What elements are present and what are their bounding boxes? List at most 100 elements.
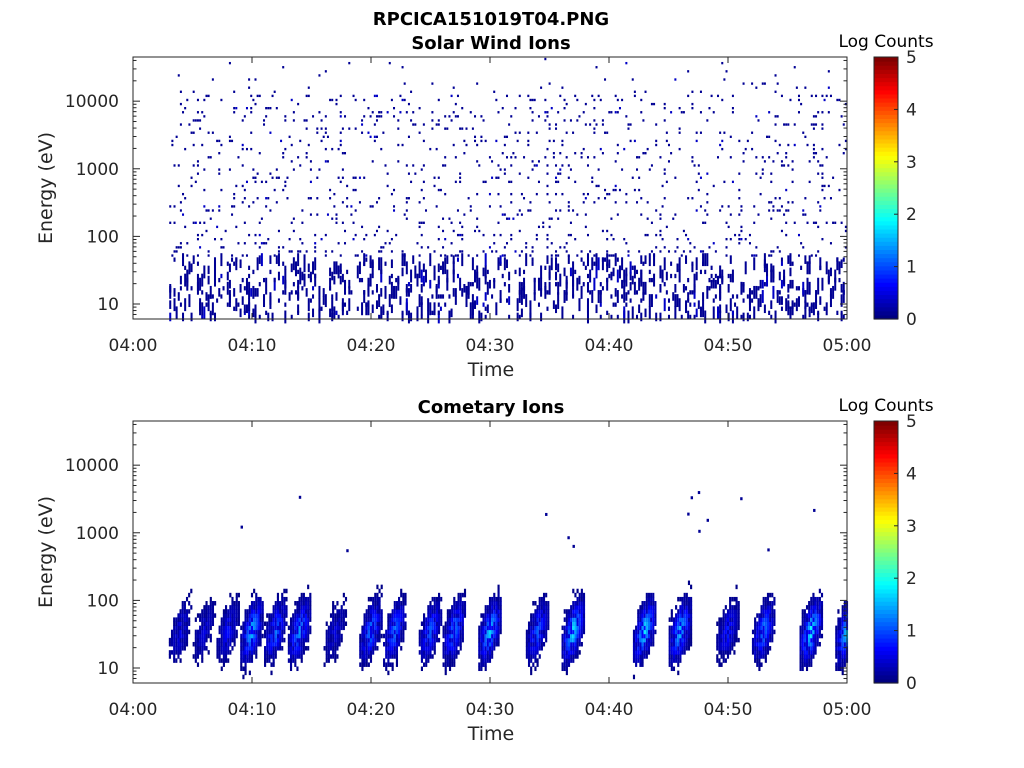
heatmap-cell [827,86,830,89]
heatmap-cell [681,609,684,614]
heatmap-cell [211,131,214,134]
heatmap-cell [505,298,509,303]
heatmap-cell [627,310,630,324]
heatmap-cell [211,601,215,606]
heatmap-cell [309,271,312,281]
heatmap-cell [561,306,564,320]
heatmap-cell [818,641,821,647]
heatmap-cell [241,164,244,167]
heatmap-cell [586,164,589,167]
heatmap-cell [789,279,792,289]
heatmap-cell [229,629,232,635]
heatmap-cell [332,625,335,631]
heatmap-cell [773,629,776,635]
heatmap-cell [375,284,378,293]
heatmap-cell [499,601,502,606]
heatmap-cell [361,629,364,635]
heatmap-cell [800,242,803,245]
heatmap-cell [677,637,680,643]
heatmap-cell [674,284,677,293]
heatmap-cell [563,646,566,651]
heatmap-cell [268,654,271,659]
heatmap-cell [272,646,275,651]
heatmap-cell [632,654,636,659]
heatmap-cell [186,242,189,245]
heatmap-cell [670,629,673,635]
heatmap-cell [650,164,653,167]
heatmap-cell [641,654,644,659]
heatmap-cell [173,654,176,659]
heatmap-cell [229,609,232,614]
heatmap-cell [182,192,185,196]
colorbar-tick-label: 3 [906,153,917,173]
heatmap-cell [654,605,657,610]
heatmap-cell [369,205,372,208]
heatmap-cell [448,629,452,635]
heatmap-cell [527,654,531,659]
heatmap-cell [304,637,308,643]
heatmap-cell [821,147,824,151]
heatmap-cell [817,201,820,204]
heatmap-cell [642,281,645,295]
heatmap-cell [451,629,454,635]
heatmap-cell [241,296,244,305]
heatmap-cell [244,641,247,647]
heatmap-cell [272,641,275,647]
heatmap-cell [282,290,285,295]
x-tick-label: 04:10 [228,700,277,720]
heatmap-cell [380,288,383,297]
heatmap-cell [787,164,790,167]
heatmap-cell [625,201,628,204]
heatmap-cell [610,111,613,114]
heatmap-cell [391,650,394,655]
heatmap-cell [722,641,725,647]
heatmap-cell [687,237,690,241]
y-tick-label: 10000 [65,92,119,112]
x-tick-label: 04:20 [347,700,396,720]
heatmap-cell [220,237,223,241]
heatmap-cell [631,78,634,81]
heatmap-cell [491,625,494,631]
heatmap-cell [250,641,254,647]
heatmap-cell [433,601,436,606]
heatmap-cell [258,255,261,264]
heatmap-cell [538,633,541,639]
heatmap-cell [294,290,297,295]
heatmap-cell [641,617,644,622]
heatmap-cell [404,625,407,631]
heatmap-cell [201,646,204,651]
heatmap-cell [810,650,813,655]
heatmap-cell [254,176,257,179]
heatmap-cell [843,654,846,659]
heatmap-cell [224,641,228,647]
heatmap-cell [681,605,684,610]
heatmap-cell [220,641,223,647]
heatmap-cell [297,253,300,267]
heatmap-cell [459,621,462,626]
heatmap-cell [184,273,187,287]
heatmap-cell [738,237,741,241]
heatmap-cell [843,625,846,631]
colorbar-step [874,588,898,594]
heatmap-cell [243,115,246,118]
heatmap-cell [270,654,273,659]
heatmap-cell [639,617,642,622]
heatmap-cell [793,302,796,307]
heatmap-cell [378,605,381,610]
heatmap-cell [192,221,195,224]
heatmap-cell [304,625,308,631]
heatmap-cell [391,646,394,651]
heatmap-cell [567,650,571,655]
heatmap-cell [194,637,197,643]
heatmap-cell [493,613,496,618]
heatmap-cell [367,300,370,309]
heatmap-cell [235,106,238,110]
heatmap-cell [815,300,818,309]
heatmap-cell [231,213,234,216]
heatmap-cell [729,298,732,312]
heatmap-cell [766,263,769,273]
heatmap-cell [201,111,204,114]
heatmap-cell [510,237,513,241]
heatmap-cell [503,282,506,287]
